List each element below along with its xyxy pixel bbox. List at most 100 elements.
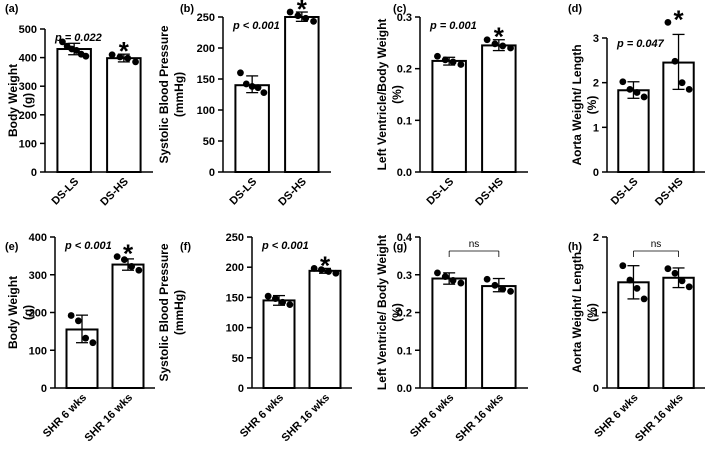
category-label: SHR 16 wks: [280, 392, 333, 445]
y-axis-unit: (g): [21, 93, 35, 108]
y-axis-label: Aorta Weight/ Length: [570, 44, 584, 165]
data-point: [507, 287, 514, 295]
y-tick-label: 200: [226, 262, 244, 274]
category-label: DS-LS: [609, 176, 641, 208]
category-label: DS-HS: [473, 176, 506, 209]
y-tick-label: 400: [19, 53, 37, 65]
y-tick-label: 500: [19, 24, 37, 36]
data-point: [82, 334, 90, 342]
category-label: SHR 6 wks: [408, 392, 456, 440]
panel-label: (e): [5, 241, 19, 253]
y-tick-label: 0.0: [397, 383, 412, 395]
y-tick-label: 150: [226, 292, 244, 304]
y-tick-label: 250: [226, 232, 244, 244]
data-point: [664, 265, 672, 273]
data-point: [441, 273, 449, 281]
y-tick-label: 200: [29, 308, 47, 320]
data-point: [332, 269, 340, 277]
significance-label: ns: [651, 239, 662, 250]
bar: [106, 57, 142, 174]
bar: [111, 263, 145, 389]
y-axis-unit: (mmHg): [172, 72, 186, 117]
bar: [308, 269, 342, 390]
data-point: [124, 54, 132, 62]
data-point: [457, 61, 465, 68]
category-label: DS-LS: [49, 176, 81, 208]
data-point: [507, 44, 514, 52]
data-point: [441, 56, 449, 64]
y-axis-label: Aorta Weight/ Length: [570, 252, 584, 373]
data-point: [128, 263, 136, 270]
y-tick-label: 0: [593, 383, 599, 395]
bar: [56, 48, 92, 174]
data-point: [108, 51, 116, 59]
data-point: [499, 42, 507, 50]
data-point: [633, 284, 641, 292]
category-label: DS-HS: [653, 176, 686, 209]
y-tick-label: 0.1: [397, 345, 412, 357]
bar: [431, 59, 467, 174]
data-point: [286, 301, 294, 309]
data-point: [633, 89, 641, 96]
category-label: SHR 6 wks: [238, 392, 286, 440]
significance-star: *: [123, 239, 134, 269]
data-point: [434, 52, 441, 60]
data-point: [685, 85, 693, 93]
data-point: [294, 12, 302, 20]
y-axis-unit: (mmHg): [172, 290, 186, 335]
data-point: [260, 89, 268, 97]
data-point: [271, 295, 279, 303]
data-point: [678, 79, 686, 87]
y-axis-unit: (%): [390, 85, 404, 104]
y-axis-unit: (%): [390, 303, 404, 322]
y-tick-label: 2: [593, 78, 599, 90]
data-point: [89, 339, 97, 347]
data-point: [449, 277, 457, 284]
category-label: SHR 16 wks: [83, 392, 136, 445]
data-point: [619, 78, 627, 86]
data-point: [483, 275, 491, 283]
y-tick-label: 50: [203, 136, 215, 148]
y-tick-label: 1: [593, 122, 599, 134]
data-point: [434, 269, 441, 277]
bar: [662, 276, 695, 389]
category-label: DS-HS: [276, 176, 309, 209]
data-point: [279, 298, 287, 306]
bar: [262, 299, 296, 390]
y-tick-label: 100: [197, 105, 215, 117]
data-point: [664, 18, 672, 26]
category-label: SHR 16 wks: [453, 392, 506, 445]
data-point: [82, 52, 90, 60]
data-point: [626, 85, 634, 93]
bar: [234, 84, 270, 173]
panel-label: (g): [393, 241, 407, 253]
y-axis-unit: (g): [21, 305, 35, 320]
bar: [617, 281, 650, 389]
y-axis-label: Systolic Blood Pressure: [157, 243, 171, 381]
significance-star: *: [494, 22, 505, 52]
panel-label: (c): [393, 3, 407, 15]
data-point: [286, 8, 294, 16]
significance-star: *: [119, 36, 130, 66]
category-label: DS-LS: [424, 176, 456, 208]
y-tick-label: 0.4: [397, 232, 413, 244]
data-point: [640, 93, 648, 101]
y-tick-label: 0.1: [397, 115, 412, 127]
significance-star: *: [297, 0, 308, 24]
y-axis-label: Systolic Blood Pressure: [157, 25, 171, 163]
data-point: [73, 47, 80, 54]
data-point: [310, 17, 317, 25]
y-tick-label: 0: [238, 383, 244, 395]
data-point: [449, 58, 457, 66]
y-tick-label: 0.0: [397, 167, 412, 179]
y-tick-label: 150: [197, 74, 215, 86]
y-tick-label: 0: [209, 167, 215, 179]
y-tick-label: 3: [593, 33, 599, 45]
bar: [431, 277, 467, 389]
data-point: [237, 69, 244, 77]
panel-label: (a): [5, 3, 19, 15]
y-axis-label: Body Weight: [6, 64, 20, 137]
y-tick-label: 400: [29, 232, 47, 244]
data-point: [74, 317, 82, 325]
data-point: [491, 40, 499, 48]
